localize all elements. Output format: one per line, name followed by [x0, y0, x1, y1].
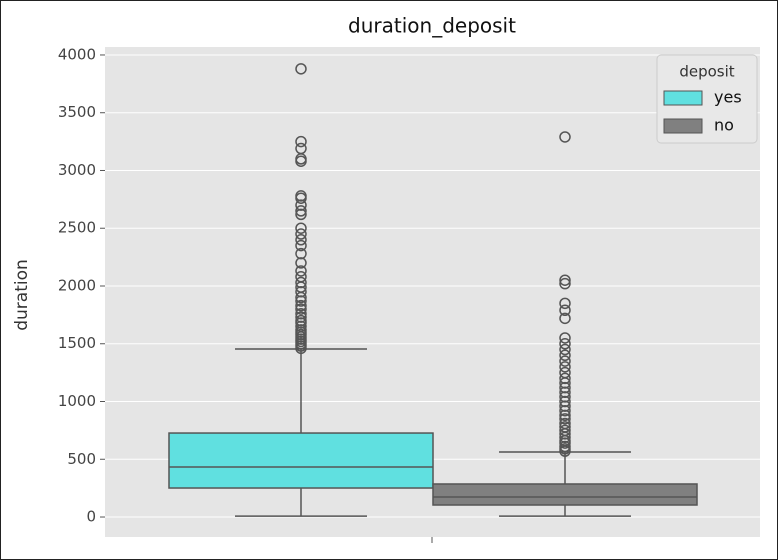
- box: [168, 432, 434, 489]
- outlier: [295, 303, 307, 315]
- outlier: [559, 297, 571, 310]
- y-tick-label: 1000: [58, 392, 96, 410]
- outlier: [559, 413, 571, 425]
- chart-title: duration_deposit: [348, 14, 516, 38]
- outlier: [295, 271, 307, 283]
- outlier: [295, 276, 307, 289]
- outlier: [295, 205, 307, 217]
- outlier: [559, 366, 571, 379]
- outlier: [295, 135, 307, 148]
- y-tick-label: 3500: [58, 103, 96, 121]
- outlier: [295, 247, 307, 260]
- legend-label: no: [714, 116, 734, 135]
- legend-swatch: [663, 118, 703, 134]
- outlier: [295, 228, 307, 240]
- y-tick-label: 2500: [58, 219, 96, 237]
- outlier: [559, 312, 571, 325]
- y-tick-label: 1500: [58, 334, 96, 352]
- y-tick-label: 500: [67, 450, 96, 468]
- outlier: [559, 424, 571, 437]
- outlier: [295, 311, 307, 323]
- outlier: [559, 274, 571, 286]
- outlier: [295, 208, 307, 221]
- outlier: [559, 391, 571, 403]
- outlier: [295, 314, 307, 327]
- outlier: [559, 355, 571, 367]
- outlier: [559, 343, 571, 356]
- outlier: [295, 286, 307, 298]
- outlier: [559, 421, 571, 433]
- box: [432, 483, 698, 506]
- y-tick-label: 0: [86, 508, 96, 526]
- outlier: [295, 234, 307, 246]
- outlier: [295, 265, 307, 277]
- outlier: [295, 199, 307, 211]
- outlier: [559, 395, 571, 408]
- outlier: [559, 332, 571, 344]
- outlier: [295, 307, 307, 320]
- legend-swatch: [663, 90, 703, 106]
- outlier: [295, 239, 307, 252]
- y-tick-label: 4000: [58, 45, 96, 63]
- y-tick-label: 3000: [58, 161, 96, 179]
- outlier: [559, 386, 571, 399]
- outlier: [559, 440, 571, 453]
- outlier: [559, 372, 571, 385]
- outlier: [559, 409, 571, 422]
- outlier: [559, 304, 571, 317]
- outlier: [295, 190, 307, 202]
- y-axis-label: duration: [12, 259, 32, 331]
- y-tick-label: 2000: [58, 276, 96, 294]
- outlier: [295, 257, 307, 269]
- outlier: [559, 400, 571, 412]
- outlier: [559, 361, 571, 373]
- legend-label: yes: [714, 88, 742, 107]
- outlier: [559, 349, 571, 362]
- legend-title: deposit: [679, 63, 734, 81]
- outlier: [295, 63, 307, 75]
- outlier: [559, 131, 571, 143]
- outlier: [295, 299, 307, 312]
- outlier: [559, 381, 571, 394]
- outlier: [295, 320, 307, 333]
- outlier: [295, 142, 307, 155]
- outlier: [559, 417, 571, 430]
- outlier: [559, 277, 571, 290]
- outlier: [295, 324, 307, 336]
- outlier: [559, 404, 571, 417]
- outlier: [559, 337, 571, 350]
- outlier: [295, 295, 307, 307]
- outlier: [295, 222, 307, 234]
